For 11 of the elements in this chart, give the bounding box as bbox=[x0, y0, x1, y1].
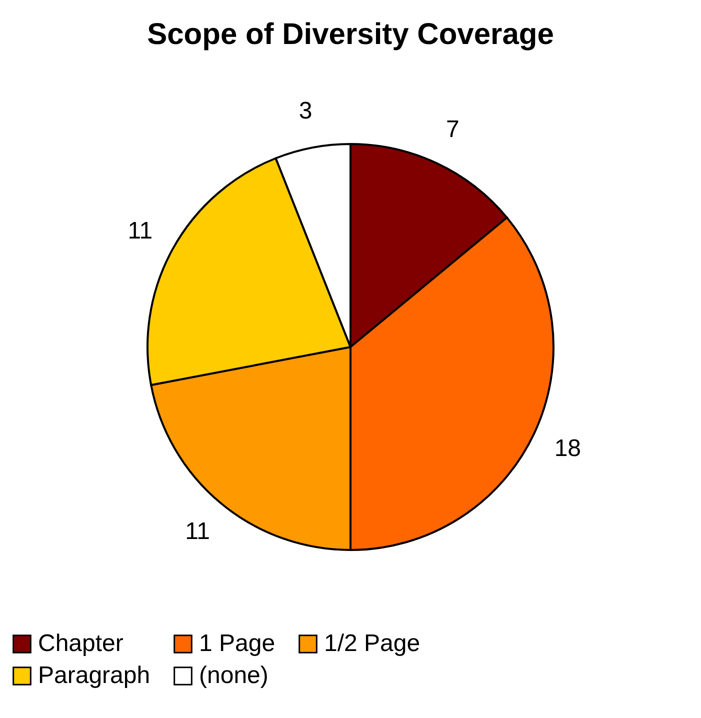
data-label: 11 bbox=[128, 217, 153, 244]
legend-label: 1/2 Page bbox=[324, 630, 420, 657]
data-label: 18 bbox=[554, 435, 582, 462]
chart-title: Scope of Diversity Coverage bbox=[147, 18, 554, 51]
data-label: 3 bbox=[298, 97, 312, 124]
data-label: 7 bbox=[446, 116, 460, 143]
data-label: 11 bbox=[185, 518, 210, 545]
legend-label: Paragraph bbox=[38, 662, 150, 689]
legend-label: Chapter bbox=[38, 630, 124, 657]
legend-label: (none) bbox=[199, 662, 268, 689]
legend-label: 1 Page bbox=[199, 630, 276, 657]
